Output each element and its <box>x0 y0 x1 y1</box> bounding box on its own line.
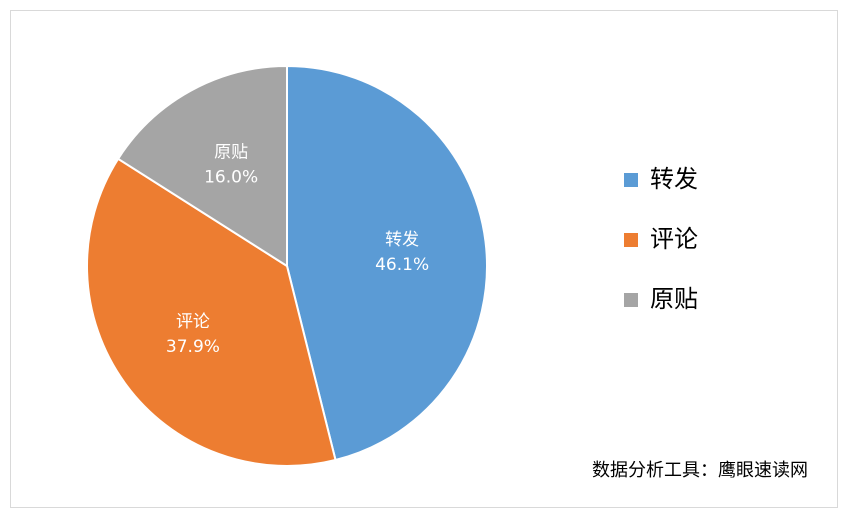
slice-category-label: 评论 <box>176 312 210 332</box>
annotation: 数据分析工具：鹰眼速读网 <box>592 460 808 481</box>
pie-slice <box>116 64 288 268</box>
slice-value-label: 37.9% <box>166 337 220 357</box>
legend-swatch <box>624 173 638 187</box>
slice-category-label: 转发 <box>385 230 419 250</box>
slice-category-label: 原贴 <box>214 142 248 162</box>
legend-swatch <box>624 293 638 307</box>
legend-label: 原贴 <box>650 285 698 313</box>
slice-value-label: 46.1% <box>375 255 429 275</box>
legend-label: 转发 <box>650 165 698 193</box>
legend-swatch <box>624 233 638 247</box>
pie-slice <box>86 157 337 467</box>
legend-label: 评论 <box>650 225 698 253</box>
pie-slice <box>286 64 488 462</box>
slice-value-label: 16.0% <box>204 167 258 187</box>
